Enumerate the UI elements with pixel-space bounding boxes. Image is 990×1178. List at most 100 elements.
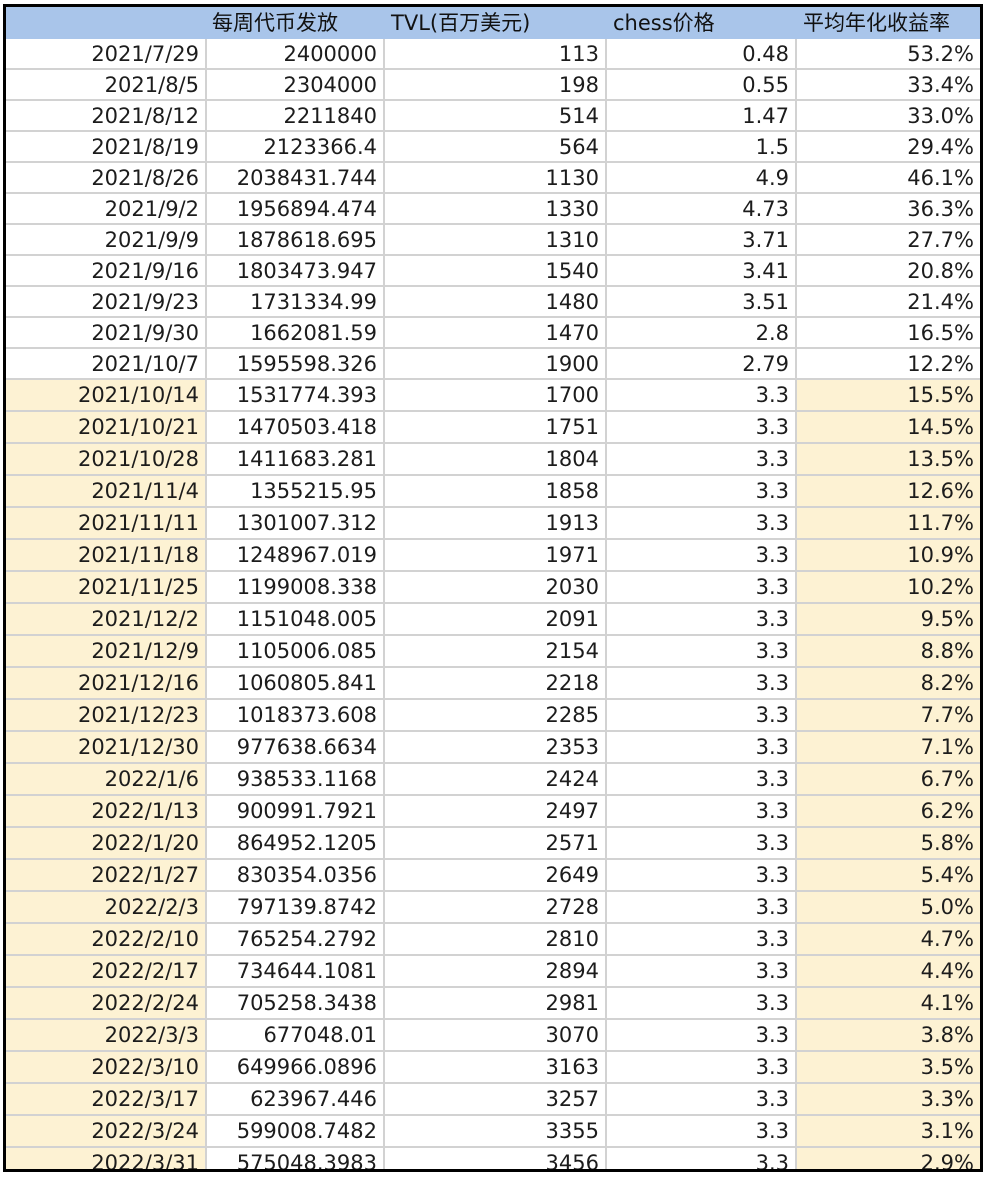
cell-avg-apy[interactable]: 16.5%: [796, 317, 980, 349]
cell-date[interactable]: 2022/2/10: [6, 923, 207, 956]
cell-weekly-emission[interactable]: 623967.446: [206, 1083, 385, 1116]
cell-chess-price[interactable]: 3.3: [606, 475, 797, 508]
cell-weekly-emission[interactable]: 1878618.695: [206, 224, 385, 256]
cell-avg-apy[interactable]: 29.4%: [796, 131, 980, 163]
cell-date[interactable]: 2021/12/23: [6, 699, 207, 732]
cell-tvl[interactable]: 2285: [384, 699, 607, 732]
cell-chess-price[interactable]: 1.5: [606, 131, 797, 163]
cell-tvl[interactable]: 1540: [384, 255, 607, 287]
cell-tvl[interactable]: 3257: [384, 1083, 607, 1116]
cell-avg-apy[interactable]: 9.5%: [796, 603, 980, 636]
cell-chess-price[interactable]: 3.3: [606, 507, 797, 540]
cell-weekly-emission[interactable]: 734644.1081: [206, 955, 385, 988]
cell-date[interactable]: 2021/12/2: [6, 603, 207, 636]
cell-weekly-emission[interactable]: 1411683.281: [206, 443, 385, 476]
cell-date[interactable]: 2022/1/20: [6, 827, 207, 860]
cell-chess-price[interactable]: 3.3: [606, 827, 797, 860]
cell-weekly-emission[interactable]: 1018373.608: [206, 699, 385, 732]
cell-date[interactable]: 2022/2/24: [6, 987, 207, 1020]
cell-date[interactable]: 2021/11/11: [6, 507, 207, 540]
cell-tvl[interactable]: 1751: [384, 411, 607, 444]
cell-weekly-emission[interactable]: 797139.8742: [206, 891, 385, 924]
cell-avg-apy[interactable]: 10.2%: [796, 571, 980, 604]
cell-date[interactable]: 2021/9/2: [6, 193, 207, 225]
cell-weekly-emission[interactable]: 1105006.085: [206, 635, 385, 668]
cell-chess-price[interactable]: 3.3: [606, 667, 797, 700]
cell-tvl[interactable]: 1130: [384, 162, 607, 194]
cell-weekly-emission[interactable]: 1731334.99: [206, 286, 385, 318]
cell-tvl[interactable]: 1330: [384, 193, 607, 225]
cell-date[interactable]: 2021/9/30: [6, 317, 207, 349]
cell-weekly-emission[interactable]: 1355215.95: [206, 475, 385, 508]
cell-date[interactable]: 2021/12/16: [6, 667, 207, 700]
cell-weekly-emission[interactable]: 864952.1205: [206, 827, 385, 860]
cell-weekly-emission[interactable]: 2038431.744: [206, 162, 385, 194]
cell-weekly-emission[interactable]: 575048.3983: [206, 1147, 385, 1169]
cell-chess-price[interactable]: 4.9: [606, 162, 797, 194]
cell-weekly-emission[interactable]: 2400000: [206, 38, 385, 70]
cell-date[interactable]: 2021/10/21: [6, 411, 207, 444]
cell-chess-price[interactable]: 3.3: [606, 539, 797, 572]
cell-weekly-emission[interactable]: 1595598.326: [206, 348, 385, 380]
cell-avg-apy[interactable]: 7.1%: [796, 731, 980, 764]
cell-avg-apy[interactable]: 3.3%: [796, 1083, 980, 1116]
cell-weekly-emission[interactable]: 1199008.338: [206, 571, 385, 604]
cell-date[interactable]: 2021/10/7: [6, 348, 207, 380]
cell-chess-price[interactable]: 3.3: [606, 1115, 797, 1148]
column-header-weekly-emission[interactable]: 每周代币发放: [206, 7, 385, 39]
cell-avg-apy[interactable]: 10.9%: [796, 539, 980, 572]
cell-avg-apy[interactable]: 14.5%: [796, 411, 980, 444]
cell-weekly-emission[interactable]: 2123366.4: [206, 131, 385, 163]
cell-chess-price[interactable]: 2.79: [606, 348, 797, 380]
cell-chess-price[interactable]: 3.3: [606, 859, 797, 892]
cell-tvl[interactable]: 1700: [384, 379, 607, 412]
cell-weekly-emission[interactable]: 1470503.418: [206, 411, 385, 444]
cell-tvl[interactable]: 1913: [384, 507, 607, 540]
cell-avg-apy[interactable]: 6.2%: [796, 795, 980, 828]
cell-date[interactable]: 2021/12/30: [6, 731, 207, 764]
cell-avg-apy[interactable]: 36.3%: [796, 193, 980, 225]
cell-avg-apy[interactable]: 12.6%: [796, 475, 980, 508]
cell-weekly-emission[interactable]: 1151048.005: [206, 603, 385, 636]
cell-avg-apy[interactable]: 11.7%: [796, 507, 980, 540]
cell-weekly-emission[interactable]: 1248967.019: [206, 539, 385, 572]
cell-weekly-emission[interactable]: 649966.0896: [206, 1051, 385, 1084]
cell-tvl[interactable]: 3070: [384, 1019, 607, 1052]
cell-chess-price[interactable]: 3.3: [606, 763, 797, 796]
cell-tvl[interactable]: 2894: [384, 955, 607, 988]
cell-date[interactable]: 2022/3/31: [6, 1147, 207, 1169]
cell-tvl[interactable]: 1310: [384, 224, 607, 256]
cell-chess-price[interactable]: 3.3: [606, 891, 797, 924]
cell-tvl[interactable]: 2728: [384, 891, 607, 924]
cell-chess-price[interactable]: 3.3: [606, 443, 797, 476]
cell-chess-price[interactable]: 3.3: [606, 987, 797, 1020]
cell-tvl[interactable]: 3355: [384, 1115, 607, 1148]
cell-tvl[interactable]: 198: [384, 69, 607, 101]
cell-tvl[interactable]: 2497: [384, 795, 607, 828]
cell-avg-apy[interactable]: 5.0%: [796, 891, 980, 924]
cell-chess-price[interactable]: 3.3: [606, 603, 797, 636]
cell-weekly-emission[interactable]: 2304000: [206, 69, 385, 101]
cell-chess-price[interactable]: 3.3: [606, 731, 797, 764]
cell-tvl[interactable]: 2649: [384, 859, 607, 892]
cell-weekly-emission[interactable]: 599008.7482: [206, 1115, 385, 1148]
cell-tvl[interactable]: 2810: [384, 923, 607, 956]
cell-date[interactable]: 2021/10/14: [6, 379, 207, 412]
cell-avg-apy[interactable]: 13.5%: [796, 443, 980, 476]
cell-tvl[interactable]: 1480: [384, 286, 607, 318]
cell-chess-price[interactable]: 3.3: [606, 795, 797, 828]
cell-weekly-emission[interactable]: 1301007.312: [206, 507, 385, 540]
cell-tvl[interactable]: 514: [384, 100, 607, 132]
cell-avg-apy[interactable]: 53.2%: [796, 38, 980, 70]
cell-chess-price[interactable]: 3.3: [606, 923, 797, 956]
cell-date[interactable]: 2021/12/9: [6, 635, 207, 668]
cell-avg-apy[interactable]: 20.8%: [796, 255, 980, 287]
cell-date[interactable]: 2021/9/16: [6, 255, 207, 287]
cell-chess-price[interactable]: 3.51: [606, 286, 797, 318]
cell-date[interactable]: 2021/10/28: [6, 443, 207, 476]
cell-weekly-emission[interactable]: 705258.3438: [206, 987, 385, 1020]
cell-date[interactable]: 2021/11/18: [6, 539, 207, 572]
cell-weekly-emission[interactable]: 677048.01: [206, 1019, 385, 1052]
cell-date[interactable]: 2022/3/10: [6, 1051, 207, 1084]
cell-weekly-emission[interactable]: 1803473.947: [206, 255, 385, 287]
